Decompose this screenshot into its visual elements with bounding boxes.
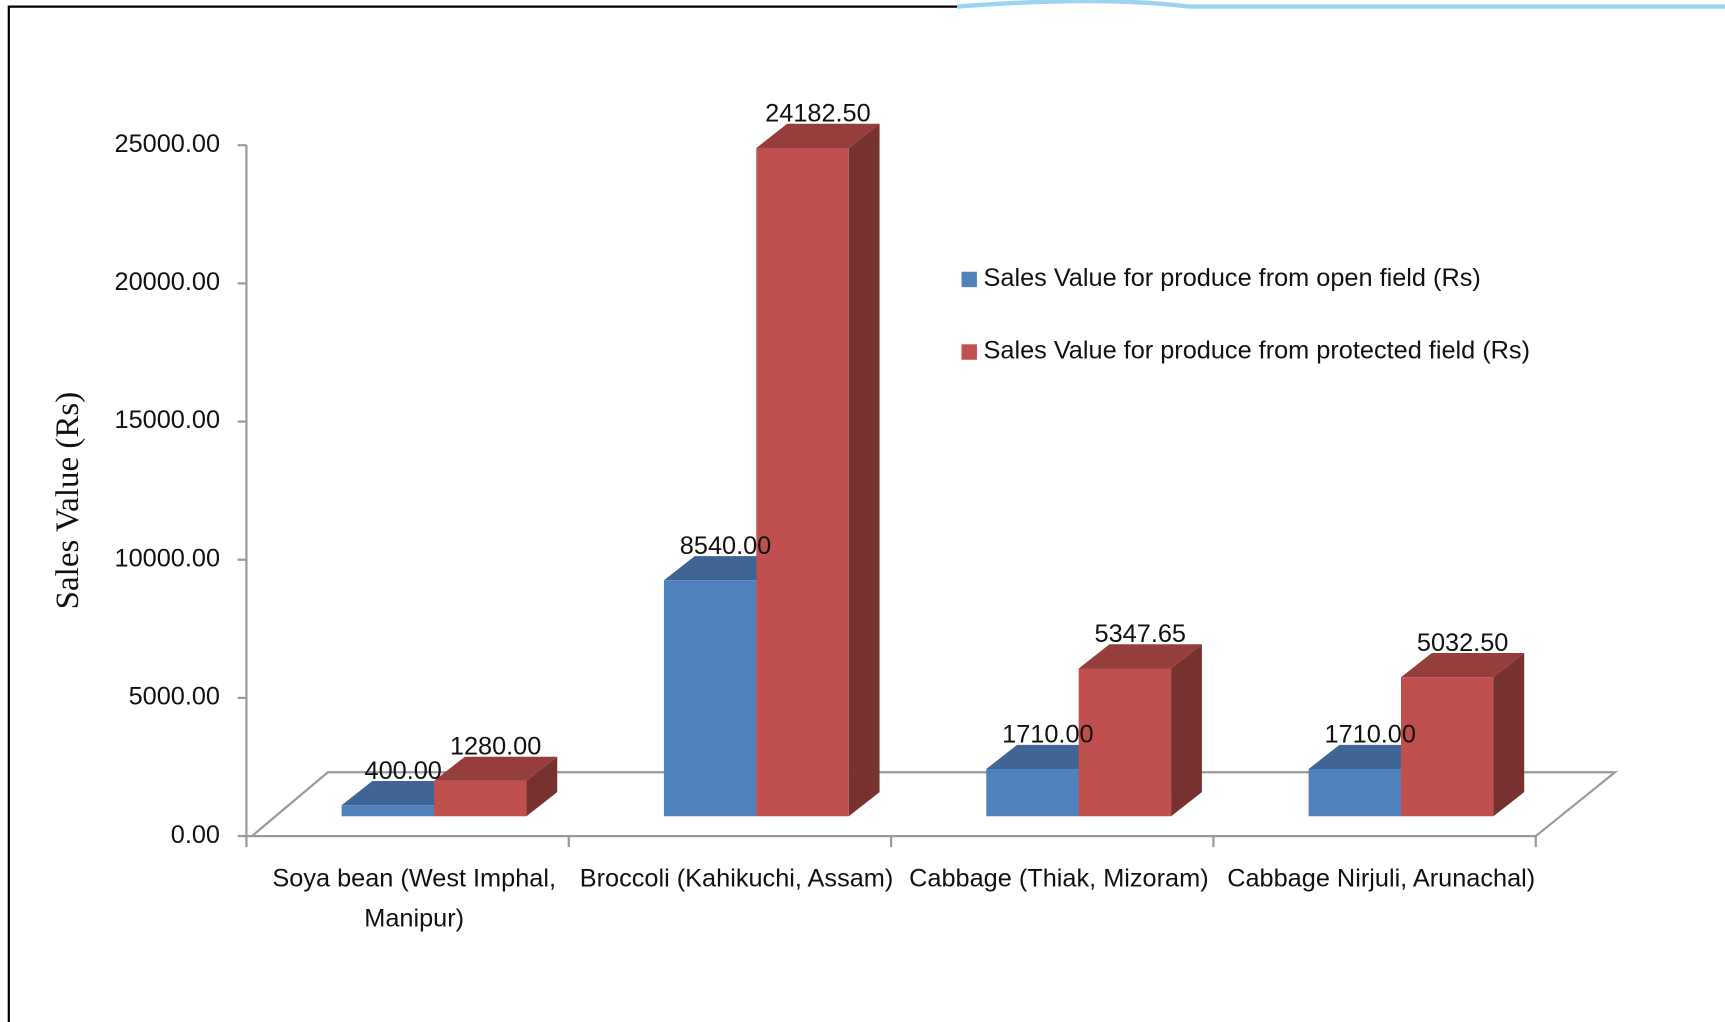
x-tick-label: Soya bean (West Imphal, Manipur) [272,863,557,932]
bar-front [1308,769,1402,817]
frame-decoration [956,0,1725,9]
bar-front [1401,677,1494,817]
data-label: 400.00 [365,757,442,785]
y-tick-label: 5000.00 [129,683,220,711]
x-tick-label: Cabbage (Thiak, Mizoram) [909,863,1209,893]
legend-swatch [961,344,977,360]
legend-label: Sales Value for produce from open field … [984,264,1481,292]
bar [434,756,558,817]
bar-front [986,769,1079,817]
data-label: 24182.50 [765,100,871,128]
y-tick-label: 20000.00 [115,268,221,296]
x-tick-label-box: Soya bean (West Imphal, Manipur) [272,863,557,932]
bar [1078,644,1202,817]
data-label: 8540.00 [680,532,771,560]
bar-top [663,556,788,581]
data-label: 1710.00 [1002,721,1093,749]
bar-top [756,123,880,149]
bar-side [848,123,880,817]
bar-side [1493,653,1525,817]
bar-front [756,148,849,817]
legend-label: Sales Value for produce from protected f… [984,337,1530,365]
data-label: 5347.65 [1095,620,1186,648]
x-tick-label-box: Broccoli (Kahikuchi, Assam) [579,863,894,893]
bar-front [341,805,435,817]
y-tick-label: 15000.00 [115,406,221,434]
bar-front [663,580,757,817]
bar-front [1078,668,1172,817]
x-tick-label: Broccoli (Kahikuchi, Assam) [579,863,894,893]
x-tick-label-box: Cabbage Nirjuli, Arunachal) [1227,863,1536,893]
data-label: 1710.00 [1324,721,1415,749]
bar-top [1401,653,1525,678]
data-label: 5032.50 [1417,629,1508,657]
y-tick-label: 10000.00 [115,544,221,572]
bar [756,123,880,817]
bar-side [1171,644,1202,817]
x-tick-label: Cabbage Nirjuli, Arunachal) [1227,863,1536,893]
bar-front [434,780,527,817]
bar-top [434,756,558,781]
data-label: 1280.00 [450,733,541,761]
bar-side [526,756,558,817]
bar [1401,653,1525,817]
y-axis-title: Sales Value (Rs) [50,392,86,610]
legend-swatch [961,271,977,288]
y-tick-label: 0.00 [171,821,220,849]
y-tick-label: 25000.00 [115,130,221,158]
x-tick-label-box: Cabbage (Thiak, Mizoram) [909,863,1209,893]
bar-top [1078,644,1202,669]
frame [7,5,958,1022]
